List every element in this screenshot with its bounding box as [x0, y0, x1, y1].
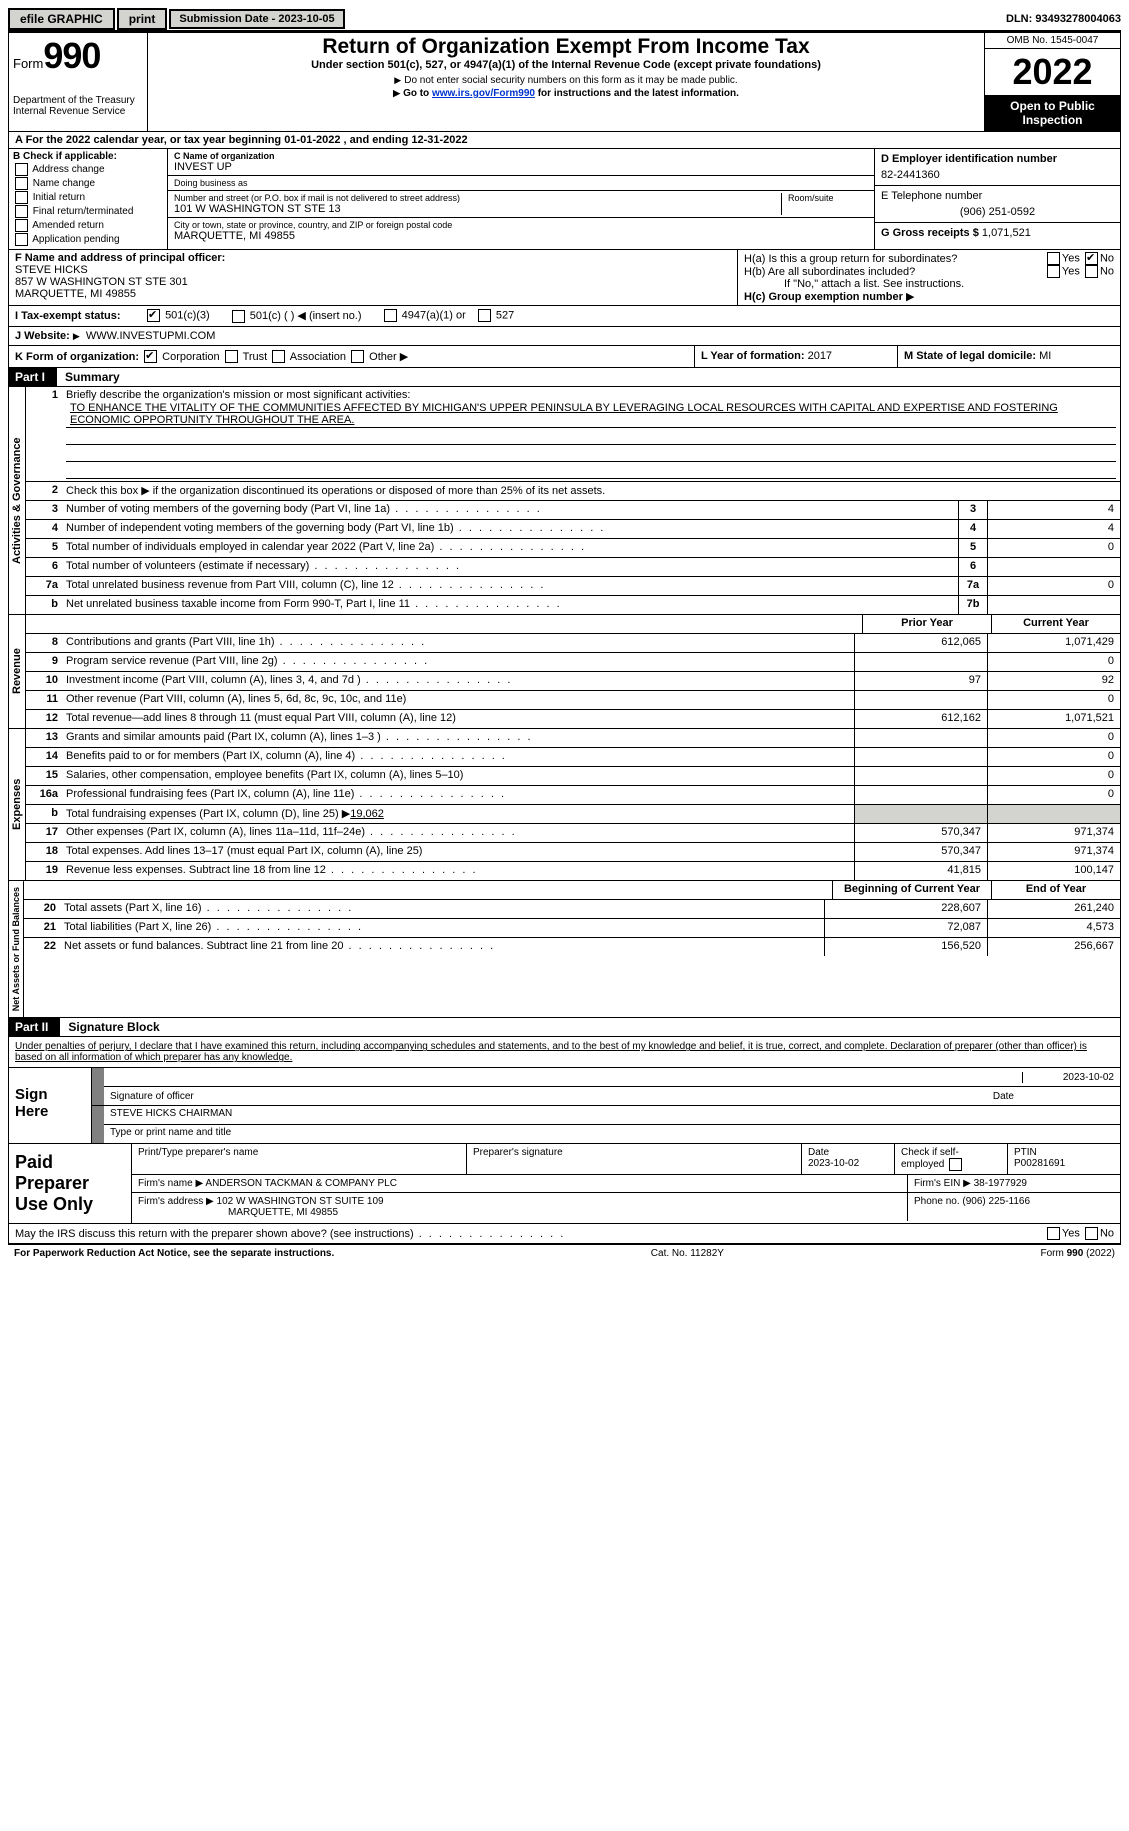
- firm-addr1: 102 W WASHINGTON ST SUITE 109: [217, 1196, 384, 1207]
- tax-year: 2022: [985, 49, 1120, 95]
- col-c-name-address: C Name of organization INVEST UP Doing b…: [168, 149, 875, 249]
- form-trust[interactable]: Trust: [223, 351, 268, 363]
- part2-header: Part II Signature Block: [8, 1018, 1121, 1037]
- instructions-link[interactable]: www.irs.gov/Form990: [432, 88, 535, 99]
- officer-group-block: F Name and address of principal officer:…: [8, 250, 1121, 306]
- paperwork-notice: For Paperwork Reduction Act Notice, see …: [14, 1248, 334, 1259]
- officer-addr2: MARQUETTE, MI 49855: [15, 288, 731, 300]
- perjury-declaration: Under penalties of perjury, I declare th…: [9, 1037, 1120, 1067]
- form-title: Return of Organization Exempt From Incom…: [154, 35, 978, 59]
- instructions-link-line: Go to www.irs.gov/Form990 for instructio…: [154, 88, 978, 99]
- year-formation: 2017: [808, 350, 832, 362]
- form-label: Form990: [13, 35, 143, 77]
- hb-yesno[interactable]: Yes No: [1045, 265, 1114, 278]
- summary-netassets: Net Assets or Fund Balances Beginning of…: [8, 881, 1121, 1018]
- ssn-warning: Do not enter social security numbers on …: [154, 75, 978, 86]
- form-header: Form990 Department of the Treasury Inter…: [8, 32, 1121, 132]
- street-address: 101 W WASHINGTON ST STE 13: [174, 203, 781, 215]
- chk-application-pending[interactable]: Application pending: [13, 233, 163, 246]
- print-button[interactable]: print: [117, 8, 168, 30]
- row-klm: K Form of organization: Corporation Trus…: [8, 346, 1121, 369]
- status-501c[interactable]: 501(c) ( ) ◀ (insert no.): [230, 309, 362, 323]
- officer-name: STEVE HICKS: [15, 264, 731, 276]
- form-number: 990: [43, 35, 100, 76]
- col-b-applicable: B Check if applicable: Address change Na…: [9, 149, 168, 249]
- sign-here-label: Sign Here: [9, 1067, 91, 1143]
- vlabel-expenses: Expenses: [9, 729, 26, 880]
- status-527[interactable]: 527: [476, 309, 514, 322]
- vlabel-revenue: Revenue: [9, 615, 26, 728]
- open-to-public: Open to Public Inspection: [985, 95, 1120, 131]
- v5: 0: [987, 539, 1120, 557]
- chk-name-change[interactable]: Name change: [13, 177, 163, 190]
- v7a: 0: [987, 577, 1120, 595]
- vlabel-activities: Activities & Governance: [9, 387, 26, 614]
- ein: 82-2441360: [881, 169, 1114, 181]
- form-assoc[interactable]: Association: [270, 351, 346, 363]
- top-bar: efile GRAPHIC print Submission Date - 20…: [8, 8, 1121, 32]
- summary-activities: Activities & Governance 1 Briefly descri…: [8, 387, 1121, 615]
- firm-ein: 38-1977929: [974, 1178, 1027, 1189]
- name-arrow-icon: [92, 1106, 104, 1143]
- status-4947[interactable]: 4947(a)(1) or: [382, 309, 466, 322]
- self-employed-check[interactable]: Check if self-employed: [895, 1144, 1008, 1174]
- summary-expenses: Expenses 13Grants and similar amounts pa…: [8, 729, 1121, 881]
- cat-no: Cat. No. 11282Y: [651, 1248, 724, 1259]
- chk-final-return[interactable]: Final return/terminated: [13, 205, 163, 218]
- chk-initial-return[interactable]: Initial return: [13, 191, 163, 204]
- summary-revenue: Revenue Prior YearCurrent Year 8Contribu…: [8, 615, 1121, 729]
- v7b: [987, 596, 1120, 614]
- dept-treasury: Department of the Treasury: [13, 95, 143, 106]
- org-name: INVEST UP: [174, 161, 868, 173]
- part1-header: Part I Summary: [8, 368, 1121, 387]
- irs-label: Internal Revenue Service: [13, 106, 143, 117]
- paid-preparer-block: Paid Preparer Use Only Print/Type prepar…: [9, 1143, 1120, 1223]
- row-j-website: J Website: WWW.INVESTUPMI.COM: [8, 327, 1121, 346]
- form-corp[interactable]: Corporation: [142, 351, 220, 363]
- v4: 4: [987, 520, 1120, 538]
- col-d-ein-phone: D Employer identification number 82-2441…: [875, 149, 1120, 249]
- ha-yesno[interactable]: Yes No: [1045, 252, 1114, 265]
- fundraising-exp: 19,062: [350, 808, 384, 820]
- officer-addr1: 857 W WASHINGTON ST STE 301: [15, 276, 731, 288]
- gross-receipts: 1,071,521: [982, 227, 1031, 239]
- ptin: P00281691: [1014, 1158, 1065, 1169]
- firm-addr2: MARQUETTE, MI 49855: [138, 1207, 338, 1218]
- discuss-yesno[interactable]: Yes No: [1045, 1227, 1114, 1240]
- v3: 4: [987, 501, 1120, 519]
- website-value: WWW.INVESTUPMI.COM: [86, 330, 216, 342]
- form-ref: Form 990 (2022): [1041, 1248, 1115, 1259]
- efile-button[interactable]: efile GRAPHIC: [8, 8, 115, 30]
- phone: (906) 251-0592: [881, 206, 1114, 218]
- row-a-tax-period: A For the 2022 calendar year, or tax yea…: [8, 132, 1121, 149]
- submission-date: Submission Date - 2023-10-05: [169, 9, 344, 29]
- sign-arrow-icon: [92, 1068, 104, 1105]
- officer-name-title: STEVE HICKS CHAIRMAN: [104, 1106, 1120, 1125]
- dln: DLN: 93493278004063: [1006, 13, 1121, 25]
- sign-date: 2023-10-02: [1022, 1072, 1114, 1083]
- signature-block: Under penalties of perjury, I declare th…: [8, 1037, 1121, 1244]
- discuss-row: May the IRS discuss this return with the…: [9, 1223, 1120, 1243]
- form-other[interactable]: Other ▶: [349, 351, 408, 363]
- chk-address-change[interactable]: Address change: [13, 163, 163, 176]
- city-state-zip: MARQUETTE, MI 49855: [174, 230, 868, 242]
- status-501c3[interactable]: 501(c)(3): [145, 309, 210, 322]
- v6: [987, 558, 1120, 576]
- mission-text: TO ENHANCE THE VITALITY OF THE COMMUNITI…: [66, 401, 1116, 428]
- paid-preparer-label: Paid Preparer Use Only: [9, 1144, 131, 1223]
- vlabel-netassets: Net Assets or Fund Balances: [9, 881, 24, 1017]
- form-subtitle: Under section 501(c), 527, or 4947(a)(1)…: [154, 59, 978, 71]
- prep-date: 2023-10-02: [808, 1158, 859, 1169]
- page-footer: For Paperwork Reduction Act Notice, see …: [8, 1244, 1121, 1262]
- omb-number: OMB No. 1545-0047: [985, 33, 1120, 49]
- row-i-tax-status: I Tax-exempt status: 501(c)(3) 501(c) ( …: [8, 306, 1121, 327]
- firm-name: ANDERSON TACKMAN & COMPANY PLC: [205, 1178, 397, 1189]
- firm-phone: (906) 225-1166: [962, 1196, 1030, 1207]
- state-domicile: MI: [1039, 350, 1051, 362]
- org-info-block: B Check if applicable: Address change Na…: [8, 149, 1121, 250]
- chk-amended-return[interactable]: Amended return: [13, 219, 163, 232]
